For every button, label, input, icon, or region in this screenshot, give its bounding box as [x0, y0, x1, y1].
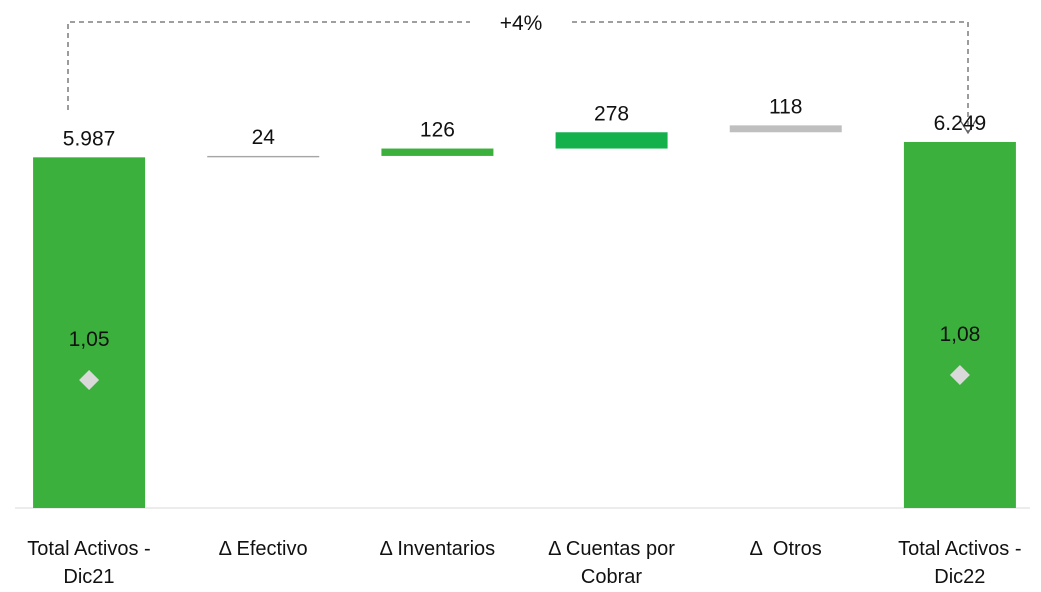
total-bar	[33, 157, 146, 508]
delta-bar	[555, 132, 668, 149]
value-label: 24	[252, 126, 276, 149]
value-label: 6.249	[934, 112, 987, 135]
bracket-right	[572, 21, 969, 132]
value-label: 278	[594, 102, 629, 125]
value-label: 5.987	[63, 127, 116, 150]
value-label: 126	[420, 119, 455, 142]
x-tick-label: Δ Inventarios	[379, 538, 496, 560]
total-bar	[903, 141, 1016, 509]
bracket-arrow	[959, 119, 977, 135]
delta-bar	[207, 155, 320, 158]
value-label: 118	[769, 95, 802, 118]
x-tick-label: Δ Otros	[749, 538, 822, 560]
bracket-left	[67, 21, 470, 110]
ratio-label: 1,05	[69, 328, 110, 351]
x-tick-label: Total Activos - Dic21	[27, 538, 157, 588]
x-tick-label: Δ Efectivo	[218, 538, 308, 560]
delta-bar	[381, 148, 494, 156]
ratio-marker	[949, 365, 970, 386]
growth-bracket	[67, 21, 969, 132]
ratio-marker	[79, 370, 100, 391]
delta-bar	[729, 125, 842, 133]
growth-annotation: +4%	[500, 12, 543, 35]
x-tick-label: Total Activos - Dic22	[898, 538, 1028, 588]
ratio-label: 1,08	[939, 323, 980, 346]
x-tick-label: Δ Cuentas por Cobrar	[548, 538, 681, 588]
